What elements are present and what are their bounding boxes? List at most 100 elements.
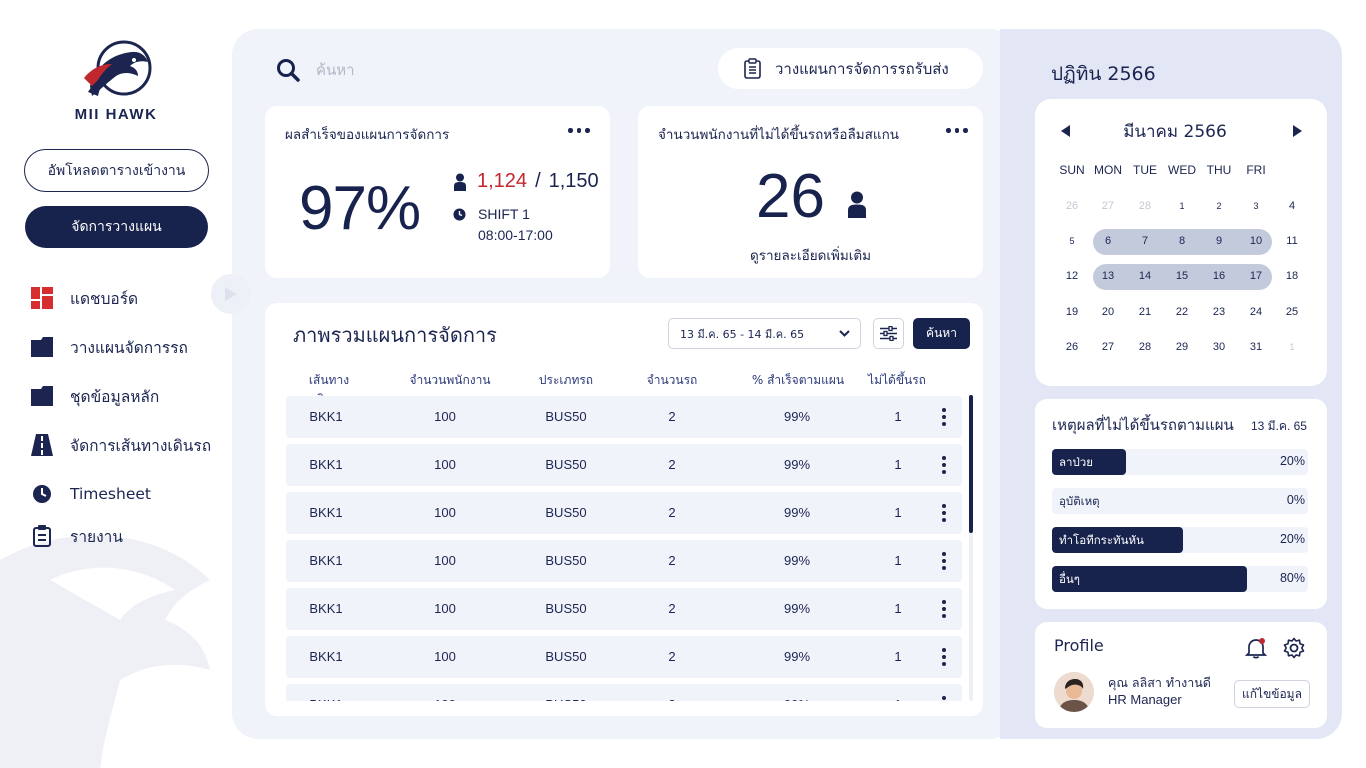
plan-pickup-button[interactable]: วางแผนการจัดการรถรับส่ง: [718, 48, 983, 89]
missed-ride-card: จำนวนพนักงานที่ไม่ได้ขึ้นรถหรือลืมสแกน 2…: [638, 106, 983, 278]
row-menu-icon[interactable]: [942, 456, 946, 474]
table-cell: 1: [894, 553, 902, 568]
calendar-day[interactable]: 23: [1212, 306, 1226, 318]
table-row[interactable]: BKK1 100 BUS50 2 99% 1: [286, 588, 962, 630]
calendar-day[interactable]: 29: [1175, 341, 1189, 353]
road-icon: [30, 433, 54, 457]
calendar-day[interactable]: 27: [1101, 341, 1115, 353]
calendar-day[interactable]: 7: [1141, 235, 1149, 247]
calendar-day[interactable]: 16: [1212, 270, 1226, 282]
calendar-day[interactable]: 9: [1215, 235, 1223, 247]
sidebar-item-master-data[interactable]: ชุดข้อมูลหลัก: [30, 379, 159, 413]
calendar-day[interactable]: 26: [1065, 200, 1079, 212]
calendar-day[interactable]: 13: [1101, 270, 1115, 282]
calendar-day[interactable]: 3: [1253, 201, 1259, 211]
calendar-day[interactable]: 20: [1101, 306, 1115, 318]
sidebar-item-report[interactable]: รายงาน: [30, 519, 123, 553]
manage-plan-button[interactable]: จัดการวางแผน: [25, 206, 208, 248]
table-row[interactable]: BKK1 100 BUS50 2 99% 1: [286, 444, 962, 486]
calendar-day[interactable]: 10: [1249, 235, 1263, 247]
main-panel: วางแผนการจัดการรถรับส่ง ผลสำเร็จของแผนกา…: [232, 29, 1016, 739]
table-cell: 99%: [783, 457, 811, 472]
row-menu-icon[interactable]: [942, 408, 946, 426]
calendar-day[interactable]: 14: [1138, 270, 1152, 282]
calendar-day[interactable]: 27: [1101, 200, 1115, 212]
calendar-day[interactable]: 21: [1138, 306, 1152, 318]
calendar-day[interactable]: 19: [1065, 306, 1079, 318]
table-row[interactable]: BKK1 100 BUS50 2 99% 1: [286, 396, 962, 438]
calendar-day[interactable]: 30: [1212, 341, 1226, 353]
scrollbar-thumb[interactable]: [969, 395, 973, 533]
calendar-day[interactable]: 15: [1175, 270, 1189, 282]
gear-icon[interactable]: [1283, 637, 1305, 663]
table-row[interactable]: BKK1 100 BUS50 2 99% 1: [286, 540, 962, 582]
calendar-day[interactable]: 22: [1175, 306, 1189, 318]
calendar-day[interactable]: 28: [1138, 341, 1152, 353]
profile-role: HR Manager: [1108, 692, 1182, 707]
sidebar-item-routes[interactable]: จัดการเส้นทางเดินรถ: [30, 428, 211, 462]
sidebar-item-vehicle-plan[interactable]: วางแผนจัดการรถ: [30, 330, 188, 364]
calendar-day[interactable]: 31: [1249, 341, 1263, 353]
upload-timesheet-button[interactable]: อัพโหลดตารางเข้างาน: [24, 149, 209, 192]
table-cell: 99%: [783, 601, 811, 616]
search-button[interactable]: ค้นหา: [913, 318, 970, 349]
search-icon[interactable]: [276, 58, 300, 86]
calendar-day[interactable]: 2: [1216, 201, 1222, 211]
column-header: จำนวนรถ: [646, 373, 698, 387]
calendar-day[interactable]: 26: [1065, 341, 1079, 353]
sidebar-item-label: วางแผนจัดการรถ: [70, 338, 188, 357]
scrollbar-track[interactable]: [969, 395, 973, 701]
calendar-day[interactable]: 4: [1288, 200, 1296, 212]
row-menu-icon[interactable]: [942, 696, 946, 701]
table-cell: 100: [434, 553, 456, 568]
table-cell: BUS50: [545, 601, 587, 616]
next-month-icon[interactable]: [1293, 125, 1302, 137]
bell-icon[interactable]: [1244, 637, 1268, 663]
table-cell: 99%: [783, 649, 811, 664]
sidebar-collapse-toggle[interactable]: [211, 274, 251, 314]
calendar-day[interactable]: 1: [1179, 201, 1185, 211]
filter-button[interactable]: [873, 318, 904, 349]
sidebar-item-timesheet[interactable]: Timesheet: [30, 477, 151, 511]
card-title: ผลสำเร็จของแผนการจัดการ: [285, 127, 450, 143]
edit-profile-button[interactable]: แก้ไขข้อมูล: [1234, 680, 1310, 708]
row-menu-icon[interactable]: [942, 552, 946, 570]
reason-percent: 80%: [1279, 571, 1305, 585]
prev-month-icon[interactable]: [1061, 125, 1070, 137]
clock-icon: [30, 482, 54, 506]
table-cell: BKK1: [309, 505, 343, 520]
calendar-day[interactable]: 24: [1249, 306, 1263, 318]
table-row[interactable]: BKK1 100 BUS50 2 99% 1: [286, 492, 962, 534]
calendar-day[interactable]: 11: [1286, 235, 1298, 247]
total-count: 1,150: [548, 170, 599, 192]
table-cell: 100: [434, 601, 456, 616]
row-menu-icon[interactable]: [942, 648, 946, 666]
table-body: BKK1 100 BUS50 2 99% 1 BKK1 100 BUS50 2 99% 1 BKK1 10…: [286, 396, 962, 701]
calendar-day[interactable]: 6: [1104, 235, 1112, 247]
date-range-select[interactable]: 13 มี.ค. 65 - 14 มี.ค. 65: [668, 318, 861, 349]
calendar-day[interactable]: 8: [1178, 235, 1186, 247]
table-row[interactable]: BKK1 100 BUS50 2 99% 1: [286, 684, 962, 701]
more-options-icon[interactable]: [946, 128, 968, 133]
view-details-link[interactable]: ดูรายละเอียดเพิ่มเติม: [749, 248, 872, 264]
selected-week-highlight: [1093, 264, 1272, 290]
reason-bar: ทำโอทีกระทันหัน 20%: [1052, 527, 1308, 553]
table-row[interactable]: BKK1 100 BUS50 2 99% 1: [286, 636, 962, 678]
row-menu-icon[interactable]: [942, 600, 946, 618]
calendar-day[interactable]: 12: [1065, 270, 1079, 282]
search-input[interactable]: [316, 57, 576, 83]
calendar-day[interactable]: 1: [1289, 342, 1295, 352]
overview-title: ภาพรวมแผนการจัดการ: [293, 323, 497, 347]
calendar-day[interactable]: 5: [1069, 236, 1075, 246]
table-cell: BUS50: [526, 697, 606, 701]
calendar-day[interactable]: 25: [1285, 306, 1299, 318]
sidebar-item-dashboard[interactable]: แดชบอร์ด: [30, 281, 138, 315]
sidebar-item-label: ชุดข้อมูลหลัก: [70, 387, 160, 406]
more-options-icon[interactable]: [568, 128, 590, 133]
calendar-day[interactable]: 18: [1285, 270, 1299, 282]
calendar-day[interactable]: 28: [1138, 200, 1152, 212]
table-cell: 2: [668, 457, 676, 472]
table-cell: BUS50: [545, 409, 587, 424]
calendar-day[interactable]: 17: [1249, 270, 1263, 282]
row-menu-icon[interactable]: [942, 504, 946, 522]
